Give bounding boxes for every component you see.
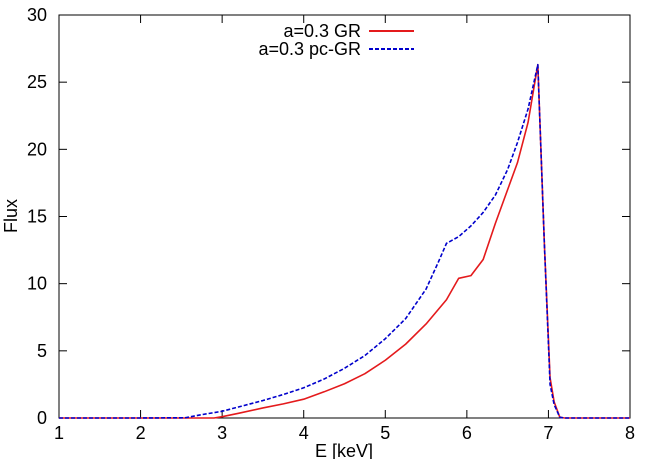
y-tick-label: 15	[27, 207, 47, 227]
legend: a=0.3 GR a=0.3 pc-GR	[258, 21, 414, 59]
series-line-1	[59, 63, 630, 419]
x-tick-label: 4	[299, 423, 309, 443]
x-axis-label: E [keV]	[315, 441, 373, 459]
series-line-0	[59, 63, 630, 419]
plot-frame	[58, 14, 631, 419]
y-tick-label: 20	[27, 139, 47, 159]
x-tick-label: 6	[462, 423, 472, 443]
x-tick-label: 2	[136, 423, 146, 443]
y-tick-label: 10	[27, 274, 47, 294]
legend-label-gr: a=0.3 GR	[283, 21, 361, 41]
axis-tick-labels: 1 2 3 4 5 6 7 8 0 5 10 15 20 25 30	[27, 5, 635, 443]
x-tick-label: 8	[625, 423, 635, 443]
y-tick-label: 30	[27, 5, 47, 25]
y-tick-label: 5	[37, 341, 47, 361]
x-tick-label: 3	[217, 423, 227, 443]
y-tick-label: 0	[37, 408, 47, 428]
x-tick-label: 5	[380, 423, 390, 443]
series-lines	[59, 63, 630, 419]
y-axis-label: Flux	[1, 199, 21, 233]
axis-ticks	[58, 14, 631, 419]
legend-label-pcgr: a=0.3 pc-GR	[258, 39, 361, 59]
y-tick-label: 25	[27, 72, 47, 92]
x-tick-label: 7	[543, 423, 553, 443]
x-tick-label: 1	[54, 423, 64, 443]
